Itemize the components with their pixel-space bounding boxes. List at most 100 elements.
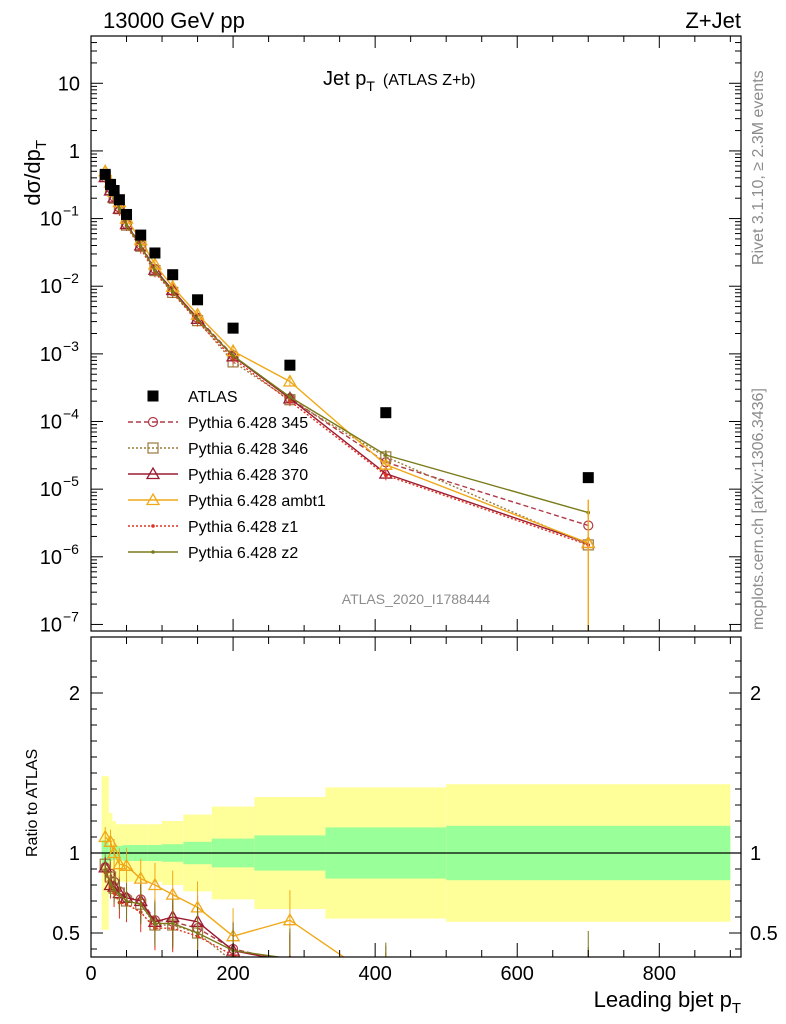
ratio-marker — [98, 829, 113, 843]
atlas-data-point — [167, 269, 179, 281]
ratio-marker — [384, 992, 388, 996]
atlas-data-point — [192, 294, 204, 306]
atlas-data-point — [105, 178, 117, 190]
rivet-version-label: Rivet 3.1.10, ≥ 2.3M events — [750, 70, 767, 265]
series-4 — [103, 172, 591, 550]
y-tick-exponent: −5 — [63, 473, 79, 489]
atlas-data-point — [108, 185, 120, 197]
legend-item: Pythia 6.428 ambt1 — [128, 492, 326, 510]
series-marker — [384, 473, 388, 478]
atlas-data-point — [99, 168, 111, 180]
series-line — [104, 176, 589, 546]
ratio-marker — [586, 995, 590, 999]
series-line — [104, 177, 589, 546]
ratio-y-tick-label: 2 — [69, 683, 80, 705]
atlas-data-point — [284, 359, 296, 371]
x-tick-label: 0 — [85, 963, 96, 985]
y-tick-exponent: −7 — [63, 608, 79, 624]
y-tick-exponent: −1 — [63, 203, 79, 219]
y-tick-label: 10 — [40, 344, 62, 366]
x-axis-label: Leading bjet pT — [594, 987, 741, 1017]
ratio-marker — [138, 902, 143, 906]
series-marker — [282, 374, 298, 387]
legend-label: Pythia 6.428 z1 — [188, 519, 298, 536]
mcplots-label: mcplots.cern.ch [arXiv:1306.3436] — [750, 388, 767, 630]
x-tick-label: 400 — [358, 963, 391, 985]
y-tick-label: 10 — [40, 547, 62, 569]
series-marker — [138, 244, 143, 249]
ratio-marker — [153, 921, 157, 926]
ratio-marker — [112, 888, 116, 892]
ratio-series-5 — [103, 860, 589, 957]
series-marker — [170, 289, 175, 294]
plot-title-text: Jet pT (ATLAS Z+b) — [323, 68, 476, 94]
y-tick-label: 10 — [40, 209, 62, 231]
main-frame — [90, 35, 742, 632]
ratio-marker — [582, 989, 594, 1000]
ratio-marker — [195, 931, 200, 935]
ratio-marker — [103, 834, 118, 847]
x-tick-label: 600 — [501, 963, 534, 985]
ratio-y-tick-label: 0.5 — [52, 923, 80, 945]
y-tick-label: 10 — [40, 276, 62, 298]
legend-label: Pythia 6.428 345 — [188, 415, 308, 432]
ratio-marker — [103, 868, 108, 873]
series-marker — [117, 206, 122, 211]
ratio-marker — [133, 871, 148, 884]
series-line — [104, 177, 589, 514]
legend-marker — [151, 550, 155, 554]
legend-item: ATLAS — [147, 389, 238, 406]
series-3 — [98, 163, 596, 549]
legend-marker — [147, 390, 159, 402]
ratio-frame — [90, 636, 742, 958]
atlas-data — [99, 168, 594, 484]
y-tick-label: 10 — [40, 412, 62, 434]
ratio-marker — [117, 892, 122, 897]
ratio-marker — [584, 977, 593, 986]
y-tick-label: 10 — [40, 614, 62, 636]
series-marker — [288, 395, 292, 399]
ratio-y-tick-label: 1 — [69, 843, 80, 865]
main-plot-area — [98, 163, 596, 631]
ratio-marker — [106, 845, 122, 859]
y-tick-label: 1 — [69, 141, 80, 163]
y-tick-exponent: −6 — [63, 541, 79, 557]
series-line — [104, 176, 589, 527]
ratio-marker — [288, 956, 292, 957]
ratio-marker — [285, 958, 295, 968]
ratio-marker — [170, 921, 175, 926]
legend-label: ATLAS — [188, 389, 238, 406]
ratio-marker — [288, 963, 292, 967]
series-line — [104, 176, 589, 544]
ratio-marker — [582, 989, 594, 1000]
y-tick-exponent: −2 — [63, 270, 79, 286]
series-marker — [124, 223, 129, 227]
ratio-marker — [147, 877, 163, 891]
ratio-marker — [583, 992, 593, 1002]
plot-title: Jet pT (ATLAS Z+b) — [323, 68, 476, 94]
series-5 — [103, 172, 591, 518]
y-tick-exponent: −3 — [63, 338, 79, 354]
header-left-title: 13000 GeV pp — [103, 8, 245, 33]
legend-item: Pythia 6.428 370 — [128, 466, 308, 484]
legend-marker — [147, 416, 159, 428]
atlas-data-point — [380, 407, 392, 419]
series-2 — [98, 169, 596, 549]
ratio-y-tick-label-right: 1 — [750, 843, 761, 865]
atlas-data-point — [113, 194, 125, 206]
atlas-data-point — [121, 208, 133, 220]
ratio-y-tick-label-right: 0.5 — [750, 923, 778, 945]
x-tick-label: 800 — [643, 963, 676, 985]
legend-label: Pythia 6.428 z2 — [188, 545, 298, 562]
legend-label: Pythia 6.428 370 — [188, 467, 308, 484]
legend: ATLAS Pythia 6.428 345 Pythia 6.428 346 Pyt… — [128, 389, 326, 562]
ratio-marker — [108, 881, 113, 886]
series-line — [104, 171, 589, 544]
legend-item: Pythia 6.428 z1 — [128, 519, 298, 536]
header-right-title: Z+Jet — [685, 8, 741, 33]
legend-marker — [147, 442, 159, 454]
legend-item: Pythia 6.428 345 — [128, 415, 308, 432]
